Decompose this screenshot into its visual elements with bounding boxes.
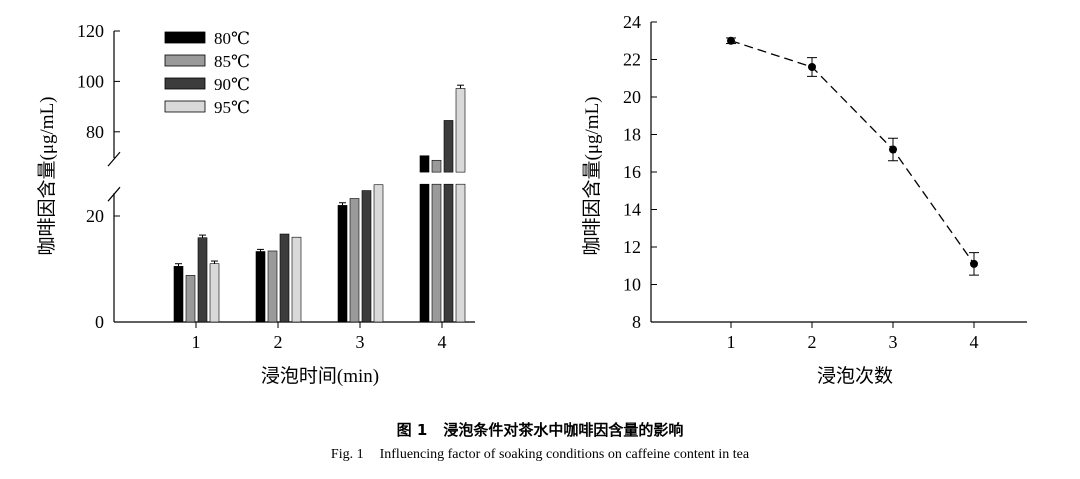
legend-swatch [164, 77, 206, 90]
legend-label: 80℃ [214, 29, 250, 48]
axis-break-mark-upper [107, 151, 121, 167]
y-tick-label: 12 [623, 237, 641, 257]
y-tick-label: 8 [632, 312, 641, 332]
y-tick-label: 20 [86, 206, 104, 226]
y-tick-label: 0 [95, 312, 104, 332]
x-tick-label: 4 [970, 332, 979, 352]
y-tick-label: 22 [623, 50, 641, 70]
x-tick-label: 3 [889, 332, 898, 352]
bar [197, 237, 208, 323]
y-tick-label: 10 [623, 275, 641, 295]
figure-caption-en: Fig. 1 Influencing factor of soaking cond… [0, 447, 1080, 463]
data-point [808, 63, 816, 71]
caption-en-number: Fig. 1 [330, 447, 364, 462]
bar-lower-part [419, 183, 430, 323]
bar [291, 236, 302, 323]
data-point [970, 259, 978, 268]
bar-upper-part [455, 88, 466, 173]
y-tick-label: 14 [623, 200, 641, 220]
x-axis-label: 浸泡次数 [817, 365, 893, 387]
series-line [730, 40, 975, 265]
axis-break-mark-lower [107, 186, 121, 202]
x-tick-label: 2 [274, 332, 283, 352]
bar [337, 205, 348, 323]
x-tick-label: 2 [808, 332, 817, 352]
bar [279, 233, 290, 323]
data-point [727, 36, 735, 45]
y-tick-label: 18 [623, 125, 641, 145]
bar [349, 198, 360, 323]
legend-label: 90℃ [214, 75, 250, 94]
caption-cn-text: 浸泡条件对茶水中咖啡因含量的影响 [443, 421, 684, 439]
y-tick-label: 100 [77, 71, 104, 91]
bar [361, 190, 372, 323]
bar [373, 184, 384, 323]
bar-upper-part [419, 155, 430, 173]
bar-upper-part [431, 159, 442, 173]
y-tick-label: 20 [623, 87, 641, 107]
data-point [889, 145, 897, 154]
legend-label: 85℃ [214, 52, 250, 71]
bar-upper-part [443, 120, 454, 173]
y-tick-label: 120 [77, 21, 104, 41]
bar [173, 266, 184, 323]
caption-en-text: Influencing factor of soaking conditions… [379, 447, 750, 462]
legend-swatch [164, 31, 206, 44]
bar [185, 275, 196, 323]
bar [255, 251, 266, 323]
bar-lower-part [455, 183, 466, 323]
bar [267, 250, 278, 323]
legend-swatch [164, 54, 206, 67]
x-axis-label: 浸泡时间(min) [261, 365, 379, 387]
y-axis-label: 咖啡因含量(μg/mL) [581, 96, 603, 255]
x-tick-label: 1 [727, 332, 736, 352]
bar-chart-soaking-time: 0 20 80 100 120 1 2 3 4 浸泡时间(min) 咖啡因含量(μg/mL) 80℃ 8… [36, 21, 475, 387]
y-tick-label: 80 [86, 122, 104, 142]
y-tick-label: 24 [623, 12, 641, 32]
y-axis-label: 咖啡因含量(μg/mL) [36, 96, 58, 255]
figure-caption-cn: 图 1 浸泡条件对茶水中咖啡因含量的影响 [0, 419, 1080, 440]
bar-lower-part [431, 183, 442, 323]
caption-cn-number: 图 1 [396, 421, 428, 439]
legend-label: 95℃ [214, 98, 250, 117]
x-tick-label: 4 [438, 332, 447, 352]
x-tick-label: 3 [356, 332, 365, 352]
bar [209, 263, 220, 323]
x-tick-label: 1 [192, 332, 201, 352]
bar-lower-part [443, 183, 454, 323]
y-tick-label: 16 [623, 162, 641, 182]
legend-swatch [164, 100, 206, 113]
